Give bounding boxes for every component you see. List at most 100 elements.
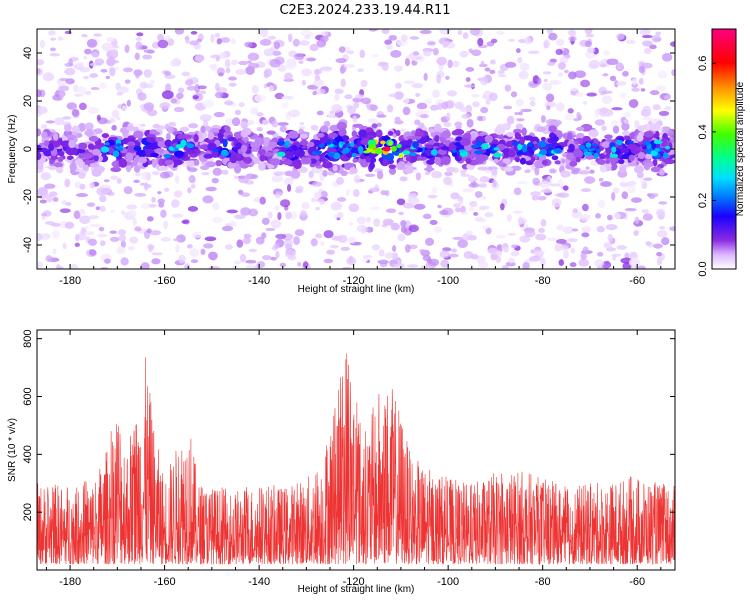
spectrogram-cell: [464, 84, 476, 88]
spectrogram-cell: [529, 255, 541, 262]
spectrogram-cell: [136, 32, 144, 37]
spectrogram-cell: [125, 152, 134, 162]
spectrogram-cell: [519, 235, 531, 243]
spectrogram-cell: [149, 230, 162, 236]
spectrogram-cell: [335, 58, 347, 64]
spectrogram-cell: [314, 74, 321, 81]
spectrogram-cell: [517, 57, 523, 64]
spectrogram-cell: [247, 62, 260, 69]
spectrogram-cell: [336, 197, 347, 202]
spectrogram-cell: [66, 134, 77, 139]
spectrogram-cell: [282, 159, 293, 166]
spectrogram-cell: [547, 61, 556, 66]
spectrogram-cell: [308, 170, 314, 179]
spectrogram-cell: [208, 251, 218, 261]
spectrogram-cell: [516, 118, 525, 122]
spectrogram-cell: [380, 140, 386, 145]
colorbar-gradient: [711, 28, 737, 270]
spectrogram-cell: [143, 69, 152, 78]
spectrogram-cell: [493, 147, 500, 151]
spectrogram-cell: [436, 56, 447, 66]
spectrogram-cell: [157, 191, 162, 195]
spectrogram-cell: [412, 141, 420, 148]
spectrogram-cell: [540, 114, 546, 123]
spectrogram-cell: [602, 73, 609, 77]
spectrogram-cell: [508, 149, 517, 158]
spectrogram-cell: [546, 237, 557, 242]
spectrogram-cell: [373, 218, 381, 227]
spectrogram-cell: [101, 42, 114, 52]
spectrogram-cell: [77, 232, 87, 241]
spectrogram-cell: [467, 175, 476, 183]
spectrogram-cell: [375, 129, 383, 138]
spectrogram-cell: [62, 116, 72, 120]
spectrogram-cell: [135, 171, 141, 177]
spectrogram-cell: [188, 123, 199, 129]
spectrogram-cell: [239, 253, 247, 263]
spectrogram-cell: [257, 148, 267, 156]
spectrogram-cell: [655, 208, 666, 217]
spectrogram-cell: [340, 246, 350, 251]
spectrogram-cell: [210, 33, 215, 43]
spectrogram-cell: [285, 177, 296, 181]
spectrogram-cell: [351, 130, 358, 138]
spectrogram-cell: [361, 225, 366, 235]
spectrogram-cell: [462, 32, 469, 40]
spectrogram-cell: [474, 216, 484, 222]
spectrogram-cell: [230, 38, 236, 45]
spectrogram-cell: [276, 151, 286, 157]
spectrogram-cell: [450, 192, 460, 200]
spectrogram-cell: [514, 156, 521, 163]
spectrogram-cell: [254, 136, 265, 146]
spectrogram-cell: [344, 162, 354, 168]
spectrogram-cell: [390, 222, 400, 231]
spectrogram-cell: [596, 226, 605, 233]
spectrogram-cell: [84, 122, 94, 131]
spectrogram-cell: [630, 197, 643, 203]
spectrogram-cell: [388, 164, 397, 170]
spectrogram-cell: [160, 237, 172, 242]
spectrogram-cell: [110, 167, 122, 173]
spectrogram-cell: [524, 229, 536, 238]
spectrogram-cell: [188, 175, 196, 184]
spectrogram-cell: [595, 213, 602, 219]
spectrogram-cell: [443, 176, 453, 186]
spectrogram-cell: [299, 122, 305, 126]
spectrogram-cell: [59, 91, 64, 99]
spectrogram-cell: [539, 148, 548, 156]
spectrogram-cell: [58, 85, 70, 92]
snr-xtick-label: -100: [437, 576, 459, 588]
spectrogram-cell: [563, 249, 569, 259]
spectrogram-cell: [333, 214, 338, 219]
spectrogram-cell: [580, 252, 587, 260]
spectrogram-cell: [612, 125, 620, 134]
spectrogram-cell: [108, 58, 115, 64]
spectrogram-cell: [559, 56, 569, 64]
spectrogram-cell: [145, 172, 152, 181]
spectrogram-cell: [151, 171, 160, 176]
spectrogram-cell: [211, 216, 223, 224]
spectrogram-cell: [90, 223, 102, 228]
spectrogram-cell: [332, 164, 338, 172]
spectrogram-cell: [418, 122, 425, 129]
spectrogram-cell: [157, 140, 167, 148]
spectrogram-cell: [447, 59, 453, 69]
spectrogram-cell: [535, 233, 547, 241]
spectrogram-cell: [261, 232, 267, 239]
spectrogram-cell: [48, 165, 57, 171]
spectrogram-cell: [637, 265, 646, 269]
spectrogram-cell: [621, 122, 630, 131]
spectrogram-cell: [133, 165, 141, 173]
spectrogram-cell: [234, 175, 239, 179]
spectrogram-cell: [475, 153, 486, 163]
spectrogram-cell: [639, 77, 644, 85]
spectrogram-cell: [256, 112, 264, 117]
spectrogram-cell: [409, 152, 417, 157]
spectrogram-cell: [658, 169, 665, 176]
spectrogram-cell: [116, 143, 121, 148]
spectrogram-cell: [301, 157, 311, 164]
snr-xtick-label: -180: [59, 576, 81, 588]
spectrogram-cell: [205, 186, 217, 192]
spectrogram-cell: [90, 87, 100, 91]
spectrogram-cell: [447, 90, 457, 97]
